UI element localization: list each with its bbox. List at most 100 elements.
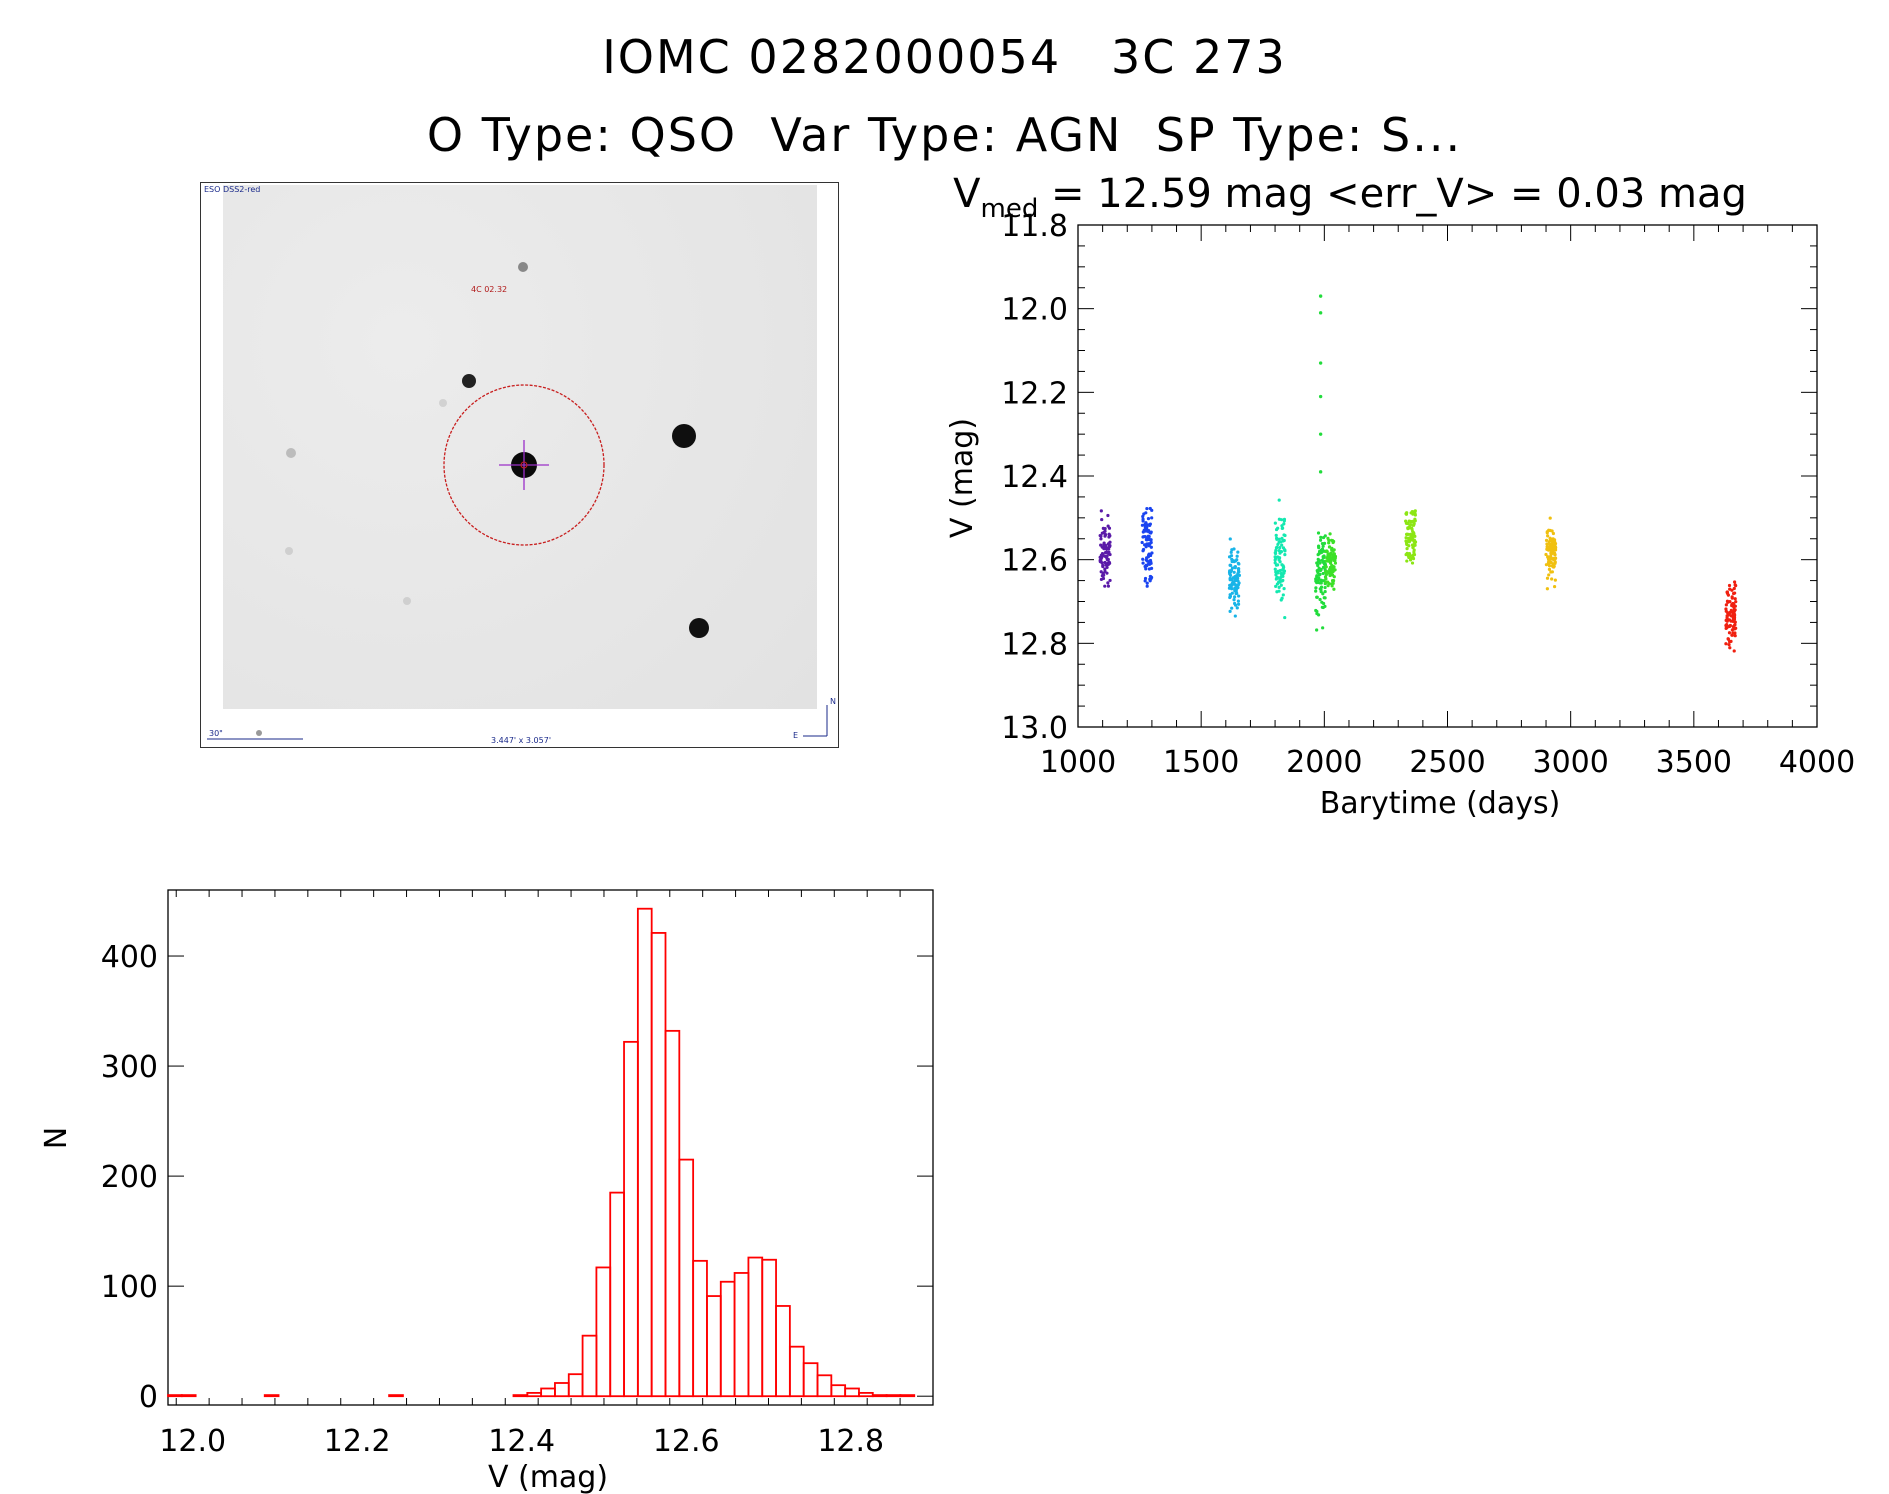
data-point <box>1548 528 1552 533</box>
data-point <box>1229 554 1234 558</box>
data-point <box>1232 570 1236 574</box>
data-point <box>1725 599 1730 603</box>
data-point <box>1273 558 1277 562</box>
data-point <box>1101 564 1105 569</box>
histogram-bar <box>623 1040 639 1398</box>
data-point <box>1140 523 1145 527</box>
data-point <box>1724 609 1728 613</box>
data-point <box>1326 559 1330 563</box>
data-point <box>1323 604 1327 609</box>
histogram-bar <box>595 1266 612 1398</box>
target-circle <box>443 384 605 546</box>
finder-chart: ESO DSS2-red 4C 02.32 30" 3.447' x 3.057… <box>200 182 839 748</box>
x-tick-label: 3500 <box>1656 745 1732 780</box>
data-point <box>1277 537 1281 541</box>
data-point <box>1228 563 1232 567</box>
data-point <box>1316 563 1320 568</box>
data-point <box>1237 581 1241 585</box>
data-point <box>1273 567 1277 571</box>
fov-label: 3.447' x 3.057' <box>491 736 552 745</box>
data-point <box>1546 534 1550 538</box>
star-blob <box>462 374 476 388</box>
data-point <box>1147 534 1151 539</box>
outlier-point <box>1318 294 1323 298</box>
data-point <box>1231 581 1235 585</box>
data-point <box>1550 577 1554 581</box>
data-point <box>1283 615 1287 620</box>
data-point <box>1318 538 1323 542</box>
data-point <box>1732 617 1737 621</box>
data-point <box>1104 563 1108 567</box>
data-point <box>1552 538 1557 542</box>
data-point <box>1547 567 1552 571</box>
data-point <box>1141 557 1145 561</box>
x-tick-label: 2000 <box>1286 745 1362 780</box>
data-point <box>1282 565 1286 569</box>
data-point <box>1404 540 1409 544</box>
data-point <box>1412 550 1416 554</box>
light-curve-xlabel: Barytime (days) <box>1320 786 1561 821</box>
data-point <box>1319 590 1323 594</box>
data-point <box>1145 584 1149 588</box>
data-point <box>1145 525 1149 529</box>
data-point <box>1108 578 1112 583</box>
data-point <box>1229 568 1234 573</box>
x-tick-label: 2500 <box>1409 745 1485 780</box>
data-point <box>1548 543 1553 547</box>
data-point <box>1727 583 1732 588</box>
object-label: 4C 02.32 <box>471 285 508 294</box>
data-point <box>1149 540 1153 545</box>
data-point <box>1409 522 1413 527</box>
data-point <box>1233 559 1238 563</box>
data-point <box>1103 529 1107 533</box>
data-point <box>1552 585 1557 589</box>
data-point <box>1236 599 1241 603</box>
plot-frame <box>1077 224 1818 728</box>
histogram-chart: V (mag) N 0 100 200 300 400 12.0 12.2 12.4 12.6 1… <box>39 889 934 1494</box>
data-point <box>1141 561 1145 565</box>
data-point <box>1733 623 1737 627</box>
data-point <box>1733 620 1737 624</box>
histogram-bar <box>775 1305 791 1398</box>
data-point <box>1277 585 1281 589</box>
north-label: N <box>830 697 836 706</box>
data-point <box>1545 530 1549 534</box>
data-point <box>1404 552 1408 557</box>
data-point <box>1549 551 1553 555</box>
y-tick-label: 400 <box>101 940 158 975</box>
y-tick-label: 11.8 <box>1001 209 1068 244</box>
data-point <box>1547 573 1551 577</box>
data-point <box>1277 498 1281 502</box>
data-point <box>1145 581 1149 585</box>
data-point <box>1321 556 1326 560</box>
data-point <box>1106 584 1111 588</box>
data-point <box>1733 597 1737 601</box>
data-point <box>1318 587 1322 591</box>
data-point <box>1099 537 1103 541</box>
data-point <box>1553 578 1557 582</box>
data-point <box>1323 585 1327 590</box>
data-point <box>1410 509 1414 514</box>
data-group <box>1098 509 1112 588</box>
data-point <box>1549 554 1553 558</box>
data-point <box>1108 561 1112 565</box>
title-rest: = 12.59 mag <err_V> = 0.03 mag <box>1038 171 1747 217</box>
y-tick-label: 0 <box>139 1380 158 1415</box>
data-point <box>1733 583 1737 587</box>
data-point <box>1278 560 1282 564</box>
data-point <box>1316 569 1320 574</box>
data-point <box>1143 579 1147 583</box>
data-point <box>1280 524 1284 528</box>
histogram-ylabel: N <box>39 1127 74 1149</box>
data-point <box>1316 531 1321 535</box>
y-tick-label: 100 <box>101 1270 158 1305</box>
data-point <box>1551 531 1556 536</box>
data-point <box>1146 516 1151 521</box>
data-point <box>1317 559 1322 563</box>
data-point <box>1326 556 1330 561</box>
data-point <box>1147 538 1151 542</box>
data-point <box>1318 561 1322 565</box>
data-point <box>1102 547 1107 551</box>
y-tick-label: 300 <box>101 1050 158 1085</box>
